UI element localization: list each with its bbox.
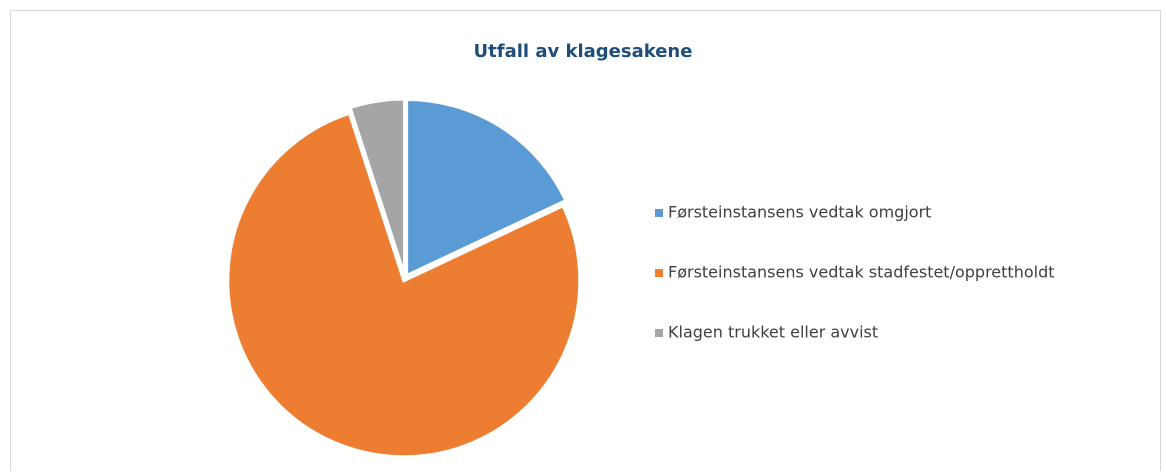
pie-slice (348, 97, 407, 276)
pie-slice (226, 111, 582, 459)
legend-label: Klagen trukket eller avvist (668, 323, 878, 342)
legend-label: Førsteinstansens vedtak stadfestet/oppre… (668, 263, 1055, 282)
chart-area (10, 10, 1161, 475)
legend-swatch (655, 269, 663, 277)
chart-title: Utfall av klagesakene (474, 41, 693, 62)
legend-swatch (655, 209, 663, 217)
legend-swatch (655, 329, 663, 337)
legend-label: Førsteinstansens vedtak omgjort (668, 203, 931, 222)
pie-slice (405, 97, 568, 278)
